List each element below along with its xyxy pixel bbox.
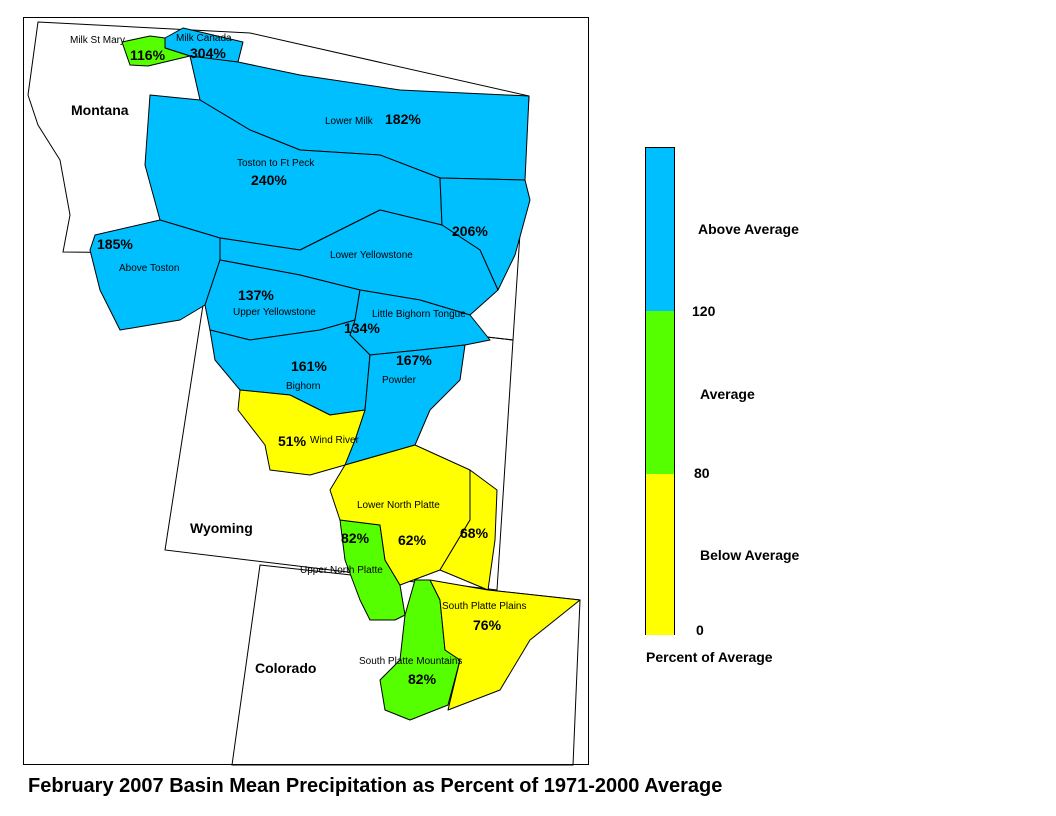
state-label-montana: Montana: [71, 102, 129, 118]
basin-lower-north-platte: [329, 444, 471, 586]
basin-pct: 137%: [238, 287, 274, 303]
basin-south-platte-plains: [429, 579, 581, 711]
basin-pct: 76%: [473, 617, 502, 633]
basin-label: Wind River: [310, 435, 360, 446]
basin-pct: 82%: [408, 671, 437, 687]
legend-swatch-below: [646, 474, 674, 635]
basin-label: Powder: [382, 375, 417, 386]
basin-south-platte-mountains: [379, 579, 461, 721]
legend-label-average: Average: [700, 386, 755, 402]
basin-label: Upper North Platte: [300, 565, 383, 576]
legend-color-bar: [645, 147, 675, 635]
basin-pct: 68%: [460, 525, 489, 541]
basin-pct: 134%: [344, 320, 380, 336]
basin-label: South Platte Mountains: [359, 656, 462, 667]
legend-break-120: 120: [692, 303, 716, 319]
legend-label-below: Below Average: [700, 547, 800, 563]
basin-label: Milk Canada: [176, 33, 232, 44]
basin-pct: 51%: [278, 433, 307, 449]
basin-milk-st-mary: [121, 35, 191, 67]
legend-title: Percent of Average: [646, 649, 773, 665]
basin-pct: 167%: [396, 352, 432, 368]
basin-label: Bighorn: [286, 381, 320, 392]
basin-label: Little Bighorn Tongue: [372, 309, 466, 320]
legend-label-above: Above Average: [698, 221, 799, 237]
map-title: February 2007 Basin Mean Precipitation a…: [28, 775, 723, 797]
basin-label: Milk St Mary: [70, 35, 125, 46]
basin-label: Toston to Ft Peck: [237, 158, 315, 169]
basin-label: Lower Milk: [325, 116, 374, 127]
basin-pct: 116%: [130, 47, 166, 63]
basin-label: Lower Yellowstone: [330, 250, 413, 261]
basin-pct: 206%: [452, 223, 488, 239]
legend-break-0: 0: [696, 622, 704, 638]
basin-pct: 161%: [291, 358, 327, 374]
basin-pct: 185%: [97, 236, 133, 252]
basin-pct: 240%: [251, 172, 287, 188]
basin-label: Lower North Platte: [357, 500, 440, 511]
legend-swatch-above: [646, 148, 674, 311]
basin-pct: 304%: [190, 45, 226, 61]
basin-above-toston: [89, 219, 221, 331]
basin-label: South Platte Plains: [442, 601, 527, 612]
basin-pct: 82%: [341, 530, 370, 546]
state-label-colorado: Colorado: [255, 660, 316, 676]
basin-label: Upper Yellowstone: [233, 307, 316, 318]
legend-break-80: 80: [694, 465, 710, 481]
basin-label: Above Toston: [119, 263, 179, 274]
state-label-wyoming: Wyoming: [190, 520, 253, 536]
legend-swatch-average: [646, 311, 674, 474]
basin-pct: 182%: [385, 111, 421, 127]
basin-pct: 62%: [398, 532, 427, 548]
